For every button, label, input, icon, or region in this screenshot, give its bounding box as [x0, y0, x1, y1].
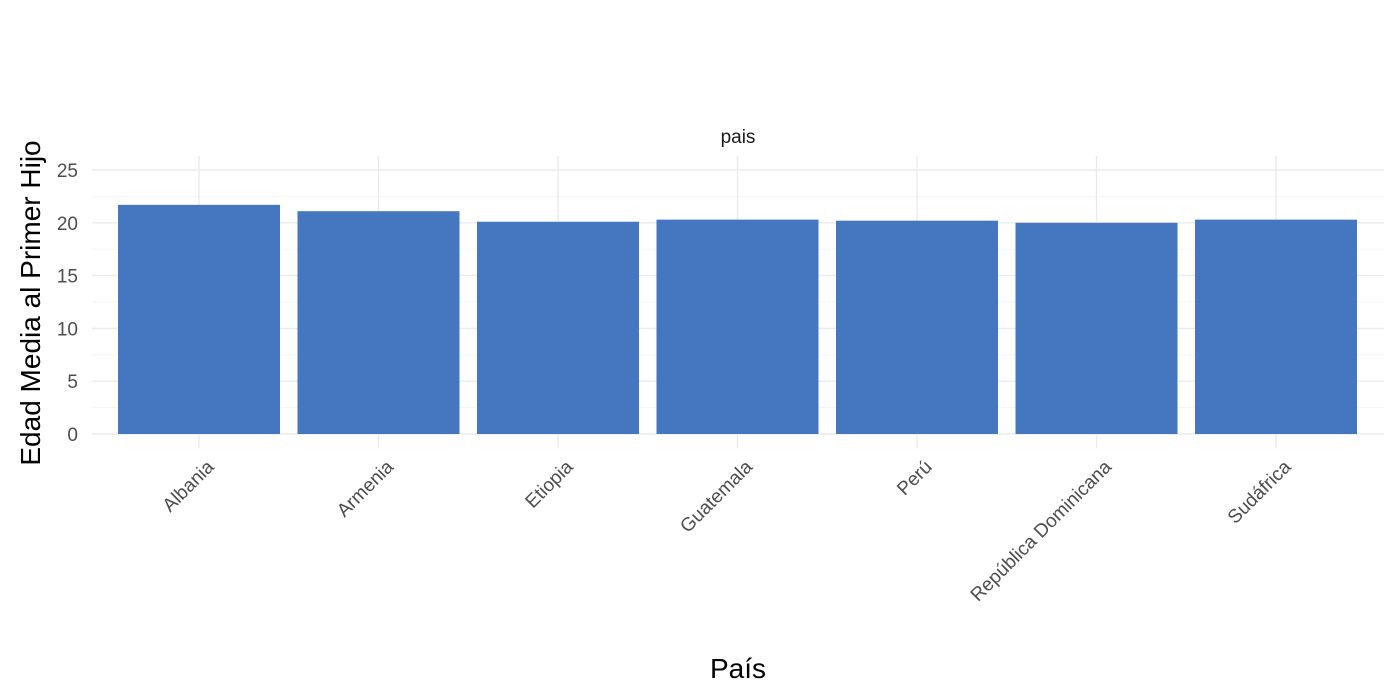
- x-tick-label: Etiopia: [522, 456, 578, 512]
- x-tick-label: Armenia: [333, 456, 398, 521]
- y-axis-ticks: 0 5 10 15 20 25: [57, 161, 78, 446]
- bars: [118, 204, 1357, 434]
- x-axis-ticks: Albania Armenia Etiopia Guatemala Perú Repúbl…: [159, 456, 1296, 606]
- bar: [118, 204, 280, 434]
- facet-strip-label: pais: [721, 127, 756, 148]
- y-tick-label: 5: [67, 372, 78, 393]
- x-tick-label: Sudáfrica: [1224, 456, 1296, 528]
- y-axis-title: Edad Media al Primer Hijo: [15, 140, 46, 465]
- bar: [656, 219, 819, 434]
- y-tick-label: 10: [57, 319, 78, 340]
- y-tick-label: 20: [57, 214, 78, 235]
- bar: [477, 221, 639, 434]
- y-tick-label: 15: [57, 267, 78, 288]
- y-tick-label: 0: [67, 425, 78, 446]
- bar: [1015, 222, 1178, 434]
- x-tick-label: Albania: [159, 456, 219, 516]
- x-tick-label: Perú: [893, 457, 936, 500]
- x-axis-title: País: [710, 653, 766, 684]
- bar: [836, 220, 998, 434]
- x-tick-label: República Dominicana: [967, 456, 1117, 606]
- y-tick-label: 25: [57, 161, 78, 182]
- bar: [297, 211, 460, 434]
- x-tick-label: Guatemala: [676, 456, 757, 537]
- bar: [1195, 219, 1357, 434]
